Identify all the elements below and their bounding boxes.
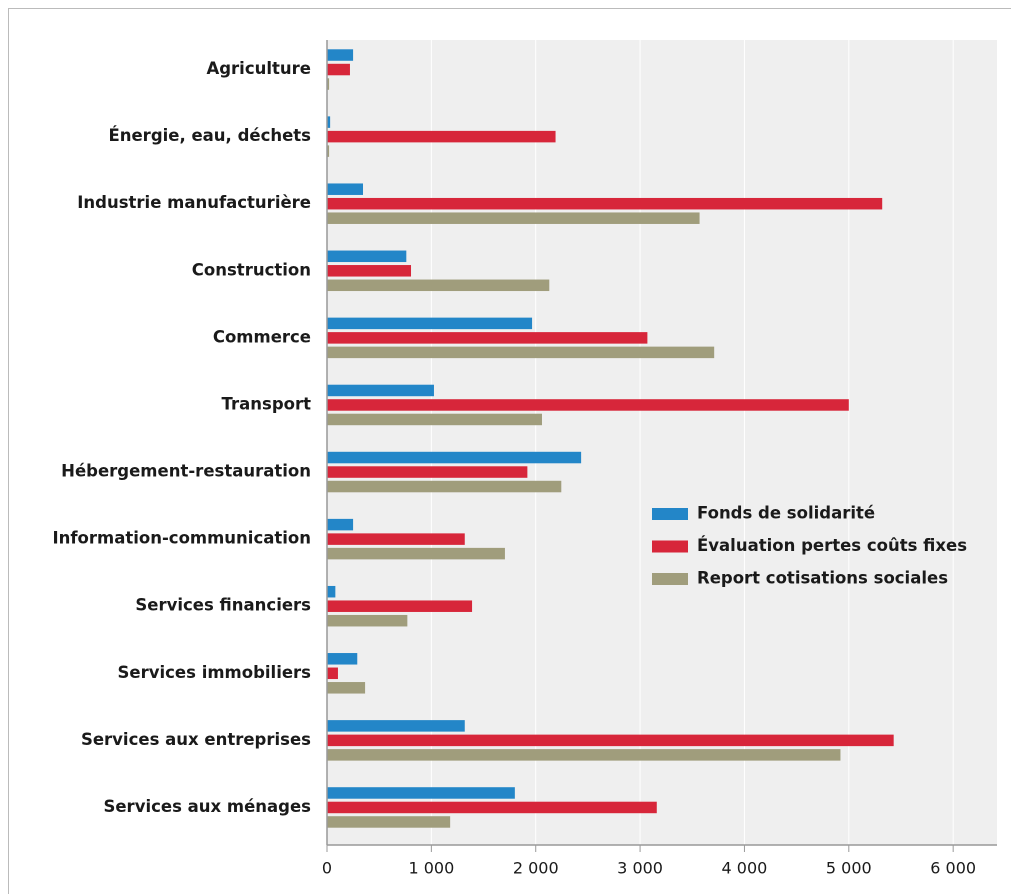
- bar: [327, 197, 883, 210]
- y-tick-label: Agriculture: [206, 59, 311, 78]
- bar: [327, 384, 434, 397]
- bar: [327, 78, 330, 90]
- legend-label: Report cotisations sociales: [697, 569, 948, 588]
- bar: [327, 63, 350, 76]
- bar: [327, 585, 336, 598]
- bar: [327, 801, 657, 814]
- bar: [327, 518, 354, 531]
- y-tick-label: Services aux entreprises: [81, 730, 311, 749]
- legend-swatch: [652, 540, 688, 553]
- x-tick-label: 5 000: [826, 859, 872, 878]
- x-tick-label: 1 000: [408, 859, 454, 878]
- x-tick-label: 3 000: [617, 859, 663, 878]
- y-tick-label: Services financiers: [135, 596, 311, 615]
- bar: [327, 332, 648, 344]
- bar: [327, 734, 894, 747]
- y-tick-label: Transport: [222, 394, 312, 413]
- y-tick-label: Information-communication: [52, 529, 311, 548]
- bar: [327, 413, 542, 426]
- bar: [327, 749, 841, 761]
- bar: [327, 265, 412, 277]
- bar: [327, 145, 330, 157]
- y-tick-label: Construction: [192, 260, 311, 279]
- x-tick-label: 4 000: [722, 859, 768, 878]
- bar: [327, 130, 556, 143]
- bar: [327, 720, 465, 732]
- bar: [327, 279, 550, 292]
- bar: [327, 480, 562, 493]
- bar: [327, 600, 473, 612]
- bar: [327, 533, 465, 545]
- bar: [327, 212, 700, 224]
- x-tick-label: 0: [322, 859, 332, 878]
- y-tick-label: Hébergement-restauration: [61, 462, 311, 481]
- bar: [327, 466, 528, 478]
- bar: [327, 346, 715, 359]
- frame: [8, 8, 1011, 894]
- x-tick-label: 2 000: [513, 859, 559, 878]
- y-tick-label: Commerce: [213, 327, 311, 346]
- bar: [327, 614, 408, 627]
- bar: [327, 399, 849, 411]
- legend-swatch: [652, 573, 688, 585]
- bar: [327, 317, 533, 330]
- bar: [327, 653, 358, 665]
- bar: [327, 183, 364, 195]
- plot-area: [327, 40, 997, 845]
- legend-label: Évaluation pertes coûts fixes: [697, 536, 967, 555]
- y-tick-label: Services aux ménages: [103, 797, 311, 816]
- legend-label: Fonds de solidarité: [697, 504, 875, 523]
- legend-swatch: [652, 508, 688, 520]
- bar: [327, 667, 338, 680]
- y-tick-label: Industrie manufacturière: [77, 193, 311, 212]
- bar: [327, 547, 505, 560]
- bar: [327, 49, 354, 61]
- x-tick-label: 6 000: [930, 859, 976, 878]
- bar: [327, 787, 515, 799]
- bar: [327, 451, 582, 464]
- y-tick-label: Services immobiliers: [118, 663, 312, 682]
- bar: [327, 250, 407, 263]
- bar: [327, 816, 451, 828]
- bar: [327, 116, 331, 128]
- y-tick-label: Énergie, eau, déchets: [108, 126, 311, 145]
- bar: [327, 682, 366, 694]
